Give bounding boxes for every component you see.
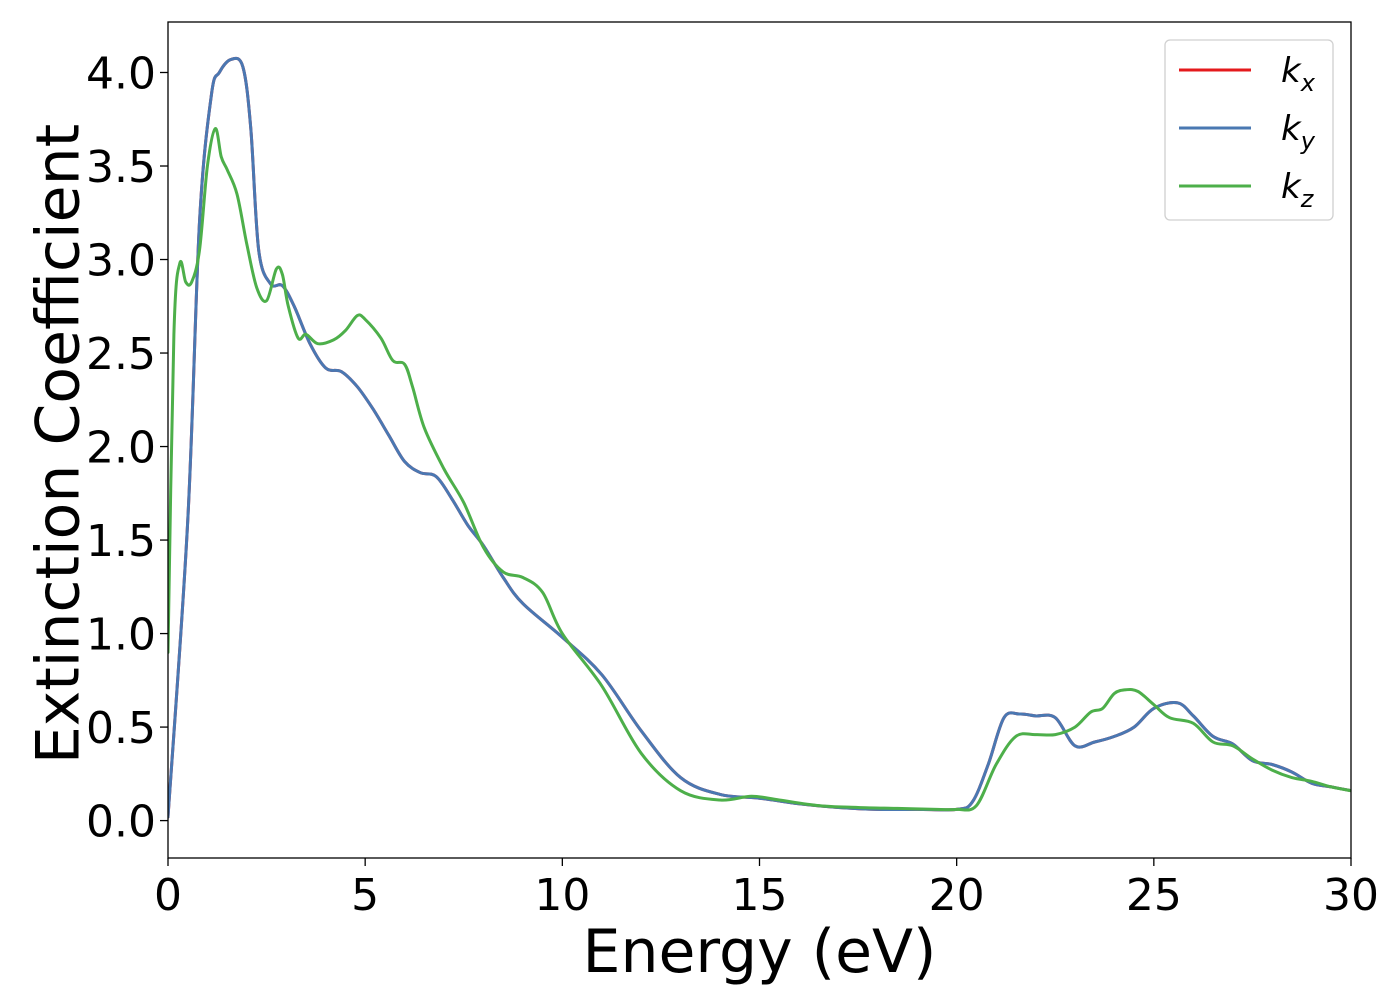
x-tick-label: 10 <box>534 870 590 921</box>
y-tick-label: 4.0 <box>86 48 156 99</box>
x-tick-label: 15 <box>732 870 788 921</box>
x-axis-title: Energy (eV) <box>583 917 937 987</box>
series-line-k-z <box>168 127 1351 812</box>
y-tick-label: 0.0 <box>86 797 156 848</box>
x-tick-label: 20 <box>929 870 985 921</box>
legend-label-k-x: kx <box>1281 51 1316 97</box>
series-layer <box>168 56 1351 819</box>
y-axis-title: Extinction Coefficient <box>24 124 94 764</box>
x-tick-label: 30 <box>1323 870 1379 921</box>
y-tick-label: 3.5 <box>86 142 156 193</box>
series-line-k-y <box>168 56 1351 819</box>
y-tick-label: 1.0 <box>86 610 156 661</box>
legend-box <box>1164 39 1334 221</box>
x-tick-label: 0 <box>154 870 182 921</box>
y-tick-label: 3.0 <box>86 236 156 287</box>
y-tick-label: 1.5 <box>86 516 156 567</box>
y-tick-label: 0.5 <box>86 703 156 754</box>
x-tick-label: 25 <box>1126 870 1182 921</box>
axes-layer: 0 5 10 15 20 25 30 0.0 0.5 1.0 1.5 2.0 2.5 3.0 3.5 4.0 <box>86 21 1379 921</box>
x-tick-label: 5 <box>351 870 379 921</box>
y-tick-label: 2.5 <box>86 329 156 380</box>
y-tick-label: 2.0 <box>86 423 156 474</box>
